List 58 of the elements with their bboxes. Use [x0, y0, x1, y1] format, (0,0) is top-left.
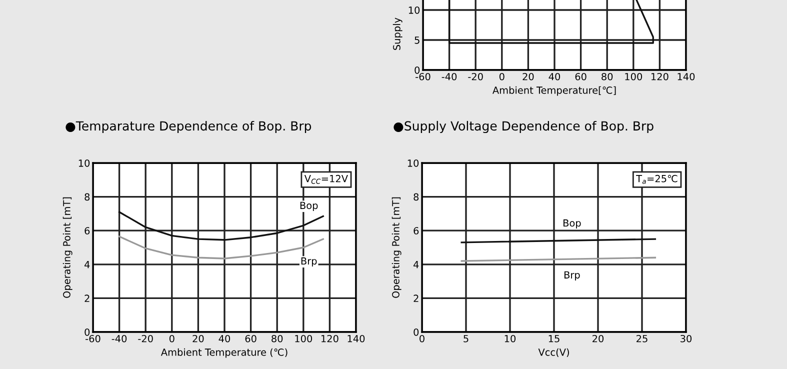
y-tick-label: 8: [414, 193, 419, 201]
x-axis-title: Vcc(V): [538, 348, 569, 358]
y-tick-label: 10: [408, 6, 420, 14]
y-tick-label: 0: [414, 66, 420, 74]
y-tick-label: 6: [84, 227, 90, 234]
y-tick-label: 10: [408, 159, 419, 167]
x-tick-label: 20: [192, 334, 204, 342]
x-tick-label: 100: [295, 334, 312, 342]
y-tick-label: 0: [414, 328, 419, 336]
annotation: T$_{a}$=25℃: [636, 174, 678, 184]
x-tick-label: -20: [138, 334, 153, 342]
y-tick-label: 8: [84, 193, 90, 201]
x-tick-label: -40: [442, 72, 457, 80]
x-tick-label: 60: [245, 334, 256, 342]
y-axis-title: Supply: [392, 18, 402, 50]
series-label: Bop: [300, 202, 318, 211]
x-tick-label: 5: [464, 335, 468, 342]
x-tick-label: 140: [348, 334, 365, 342]
y-tick-label: 4: [414, 261, 419, 268]
x-tick-label: -20: [468, 72, 483, 80]
chart-title: ●Supply Voltage Dependence of Bop. Brp: [394, 120, 654, 134]
x-axis-title: Ambient Temperature[℃]: [492, 86, 616, 96]
chart-title: ●Temparature Dependence of Bop. Brp: [66, 120, 312, 134]
x-tick-label: 20: [592, 334, 604, 342]
x-tick-label: 20: [522, 72, 534, 80]
series-label: Brp: [564, 271, 580, 280]
x-tick-label: 0: [169, 334, 174, 342]
x-tick-label: 10: [504, 334, 516, 342]
y-tick-label: 10: [78, 159, 90, 167]
series-label: Brp: [301, 257, 317, 267]
y-tick-label: 2: [84, 294, 90, 302]
y-tick-label: 2: [414, 294, 418, 302]
x-tick-label: 80: [602, 72, 613, 80]
x-tick-label: 0: [499, 72, 504, 80]
x-tick-label: 15: [548, 335, 560, 342]
x-tick-label: 25: [636, 334, 648, 342]
series-label: Bop: [564, 219, 581, 229]
x-tick-label: 120: [651, 72, 668, 80]
y-axis-title: Operating Point [mT]: [392, 197, 402, 298]
x-tick-label: 80: [272, 334, 283, 342]
x-tick-label: 140: [678, 72, 695, 80]
x-tick-label: 30: [680, 334, 692, 342]
y-axis-title: Operating Point [mT]: [62, 197, 72, 298]
x-tick-label: 40: [218, 334, 230, 342]
y-tick-label: 5: [414, 36, 420, 44]
x-tick-label: 40: [548, 72, 560, 80]
line-series: [118, 211, 324, 241]
x-tick-label: -40: [112, 334, 127, 342]
x-tick-label: 120: [321, 334, 338, 342]
x-tick-label: 100: [625, 72, 642, 80]
annotation: V$_{CC}$=12V: [304, 174, 348, 184]
x-tick-label: -60: [416, 72, 430, 80]
x-tick-label: -60: [86, 334, 100, 342]
y-tick-label: 6: [414, 227, 419, 234]
y-tick-label: 0: [84, 328, 90, 336]
y-tick-label: 4: [84, 261, 90, 268]
x-axis-title: Ambient Temperature (℃): [160, 348, 288, 358]
x-tick-label: 60: [575, 72, 586, 80]
